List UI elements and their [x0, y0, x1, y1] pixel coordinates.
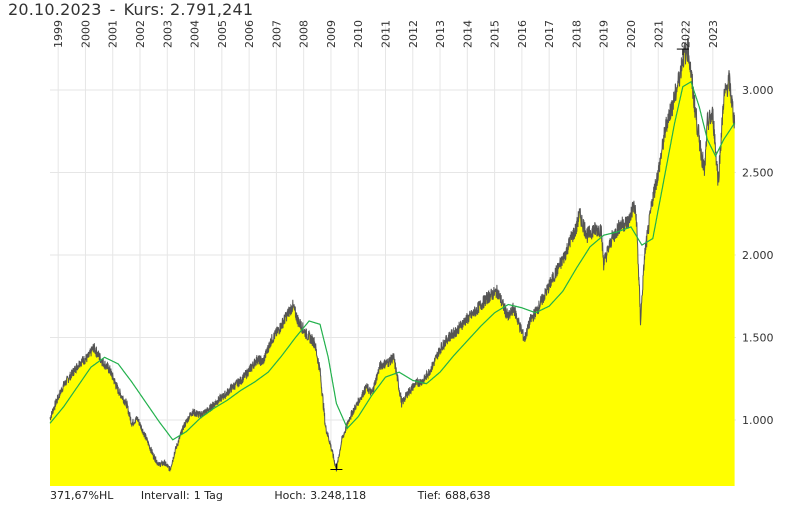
x-tick-label-2021: 2021	[652, 20, 665, 48]
x-tick-label-2003: 2003	[161, 20, 174, 48]
chart-footer: 371,67%HL Intervall: 1 Tag Hoch: 3.248,118…	[50, 489, 538, 502]
x-tick-label-2010: 2010	[352, 20, 365, 48]
x-tick-label-1999: 1999	[52, 20, 65, 48]
area-layer	[50, 38, 735, 486]
footer-interval-label: Intervall:	[140, 489, 190, 502]
x-tick-label-2000: 2000	[79, 20, 92, 48]
footer-high-value: 3.248,118	[310, 489, 367, 502]
marker-layer	[330, 48, 689, 470]
average-line	[49, 80, 736, 441]
title-date: 20.10.2023	[8, 0, 102, 19]
x-tick-label-2001: 2001	[107, 20, 120, 48]
y-tick-label-1: 1.500	[742, 332, 774, 345]
tick-layer: 1.000 1.500 2.000 2.500 3.000 1999 2000 2001 200…	[52, 20, 773, 427]
chart-title: 20.10.2023- Kurs: 2.791,241	[8, 0, 253, 19]
x-tick-label-2006: 2006	[243, 20, 256, 48]
x-tick-label-2002: 2002	[134, 20, 147, 48]
price-line	[49, 38, 736, 472]
x-tick-label-2019: 2019	[598, 20, 611, 48]
x-tick-label-2012: 2012	[407, 20, 420, 48]
x-tick-label-2007: 2007	[270, 20, 283, 48]
title-kurs-label: Kurs:	[123, 0, 165, 19]
x-tick-label-2011: 2011	[379, 20, 392, 48]
line-layer	[49, 38, 736, 472]
high-marker	[676, 48, 689, 56]
footer-low-value: 688,638	[444, 489, 491, 502]
title-separator: -	[109, 0, 116, 19]
y-tick-label-0: 1.000	[742, 414, 774, 427]
x-tick-label-2022: 2022	[680, 20, 693, 48]
x-tick-label-2014: 2014	[461, 20, 474, 48]
footer-low-label: Tief:	[417, 489, 441, 502]
footer-high-label: Hoch:	[274, 489, 307, 502]
footer-performance: 371,67%HL	[50, 489, 114, 502]
x-tick-label-2004: 2004	[189, 20, 202, 48]
price-area	[50, 38, 735, 486]
x-tick-label-2016: 2016	[516, 20, 529, 48]
x-tick-label-2013: 2013	[434, 20, 447, 48]
footer-interval-value: 1 Tag	[193, 489, 223, 502]
y-tick-label-4: 3.000	[742, 84, 774, 97]
x-tick-label-2017: 2017	[543, 20, 556, 48]
x-tick-label-2020: 2020	[625, 20, 638, 48]
title-kurs-value: 2.791,241	[170, 0, 254, 19]
x-tick-label-2015: 2015	[489, 20, 502, 48]
x-tick-label-2023: 2023	[707, 20, 720, 48]
y-tick-label-3: 2.500	[742, 167, 774, 180]
x-tick-label-2005: 2005	[216, 20, 229, 48]
low-marker	[330, 463, 343, 470]
x-tick-label-2018: 2018	[570, 20, 583, 48]
x-tick-label-2009: 2009	[325, 20, 338, 48]
x-tick-label-2008: 2008	[298, 20, 311, 48]
y-tick-label-2: 2.000	[742, 249, 774, 262]
